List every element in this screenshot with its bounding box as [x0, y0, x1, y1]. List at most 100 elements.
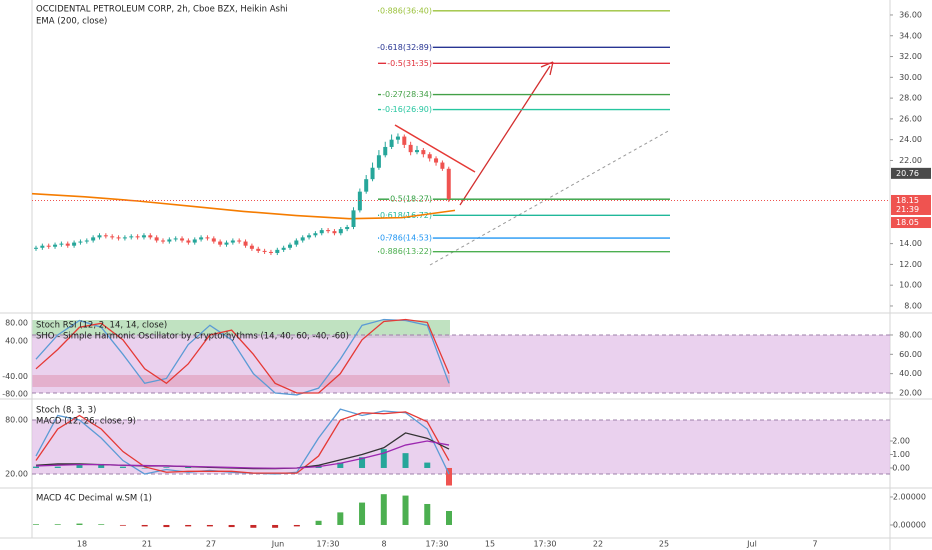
- candle-body: [148, 235, 153, 238]
- fib-label: 0.786(14.53): [380, 234, 432, 243]
- price-badge-label: 20.76: [896, 169, 919, 178]
- tick-label: 60.00: [899, 350, 922, 359]
- candle-body: [167, 239, 172, 242]
- plot: 36.00 34.00 32.00 30.00 28.00 26.00 24.00 22.00…: [2, 5, 931, 549]
- candle-body: [326, 230, 331, 232]
- tick-label: 80.00: [5, 319, 28, 328]
- tick-label: 2.00000: [893, 492, 926, 501]
- candle-body: [427, 154, 432, 159]
- candle-body: [351, 210, 356, 227]
- candle-body: [40, 245, 45, 248]
- histogram-bar: [98, 524, 105, 525]
- candle-body: [65, 243, 70, 246]
- histogram-bar: [54, 466, 61, 468]
- histogram-bar: [141, 524, 148, 527]
- fib-label: -0.5(31.35): [387, 59, 432, 68]
- fib-label: 0.886(36.40): [380, 6, 432, 15]
- candle-body: [249, 245, 254, 249]
- legend-entry: MACD (12, 26, close, 9): [36, 417, 136, 427]
- candle-body: [370, 167, 375, 180]
- candle-body: [211, 238, 216, 242]
- candle-body: [192, 239, 197, 243]
- histogram-bar: [163, 467, 170, 468]
- histogram-bar: [33, 466, 39, 468]
- x-tick-label: 7: [812, 540, 817, 549]
- histogram-bar: [424, 503, 431, 525]
- candle-body: [173, 238, 178, 240]
- candle-body: [440, 162, 445, 169]
- tick-label: 14.00: [899, 239, 922, 248]
- histogram-bar: [163, 524, 170, 528]
- tick-label: 8.00: [904, 301, 922, 310]
- indicator-line: [35, 318, 450, 394]
- histogram-bar: [380, 494, 387, 525]
- price-badge: [891, 194, 931, 215]
- tick-label: 10.00: [899, 281, 922, 290]
- x-tick-label: 22: [593, 540, 603, 549]
- tick-label: 80.00: [899, 330, 922, 339]
- legend-entry: EMA (200, close): [36, 17, 107, 27]
- histogram-bar: [206, 524, 213, 527]
- candle-body: [313, 233, 318, 236]
- x-tick-label: Jul: [746, 540, 757, 549]
- x-tick-label: 27: [206, 540, 216, 549]
- tick-label: 32.00: [899, 52, 922, 61]
- candle-body: [389, 139, 394, 147]
- band: [32, 419, 890, 475]
- candle-body: [332, 231, 337, 234]
- tick-label: 26.00: [899, 114, 922, 123]
- candle-body: [122, 237, 127, 239]
- histogram-bar: [359, 502, 366, 525]
- candle-body: [84, 240, 89, 242]
- candle-body: [224, 242, 229, 245]
- candle-body: [338, 229, 343, 234]
- tick-label: -40.00: [2, 372, 28, 381]
- x-tick-label: Jun: [271, 540, 285, 549]
- tick-label: 20.00: [5, 470, 28, 479]
- candle-body: [243, 241, 248, 246]
- candle-body: [402, 136, 407, 145]
- indicator-line: [35, 411, 450, 474]
- dashed-trend-line: [429, 129, 671, 266]
- histogram-bar: [272, 524, 279, 528]
- x-tick-label: 15: [485, 540, 495, 549]
- histogram-bar: [119, 524, 126, 526]
- candle-body: [281, 247, 286, 250]
- histogram-bar: [315, 520, 322, 525]
- candle-body: [135, 236, 140, 238]
- fib-label: -0.618(32.89): [377, 43, 432, 52]
- candle-body: [288, 244, 292, 248]
- candle-body: [307, 235, 312, 238]
- candle-body: [141, 235, 146, 238]
- candle-body: [59, 243, 64, 245]
- band: [32, 334, 890, 393]
- tick-label: 20.00: [899, 388, 922, 397]
- candle-body: [345, 226, 350, 230]
- x-tick-label: 17:30: [316, 540, 339, 549]
- candle-body: [230, 240, 235, 243]
- legend-entry: SHO - Simple Harmonic Oscillator by Cryp…: [36, 332, 349, 342]
- legend-entry: MACD 4C Decimal w.SM (1): [36, 494, 152, 504]
- candle-body: [262, 250, 267, 252]
- tick-label: 2.00: [892, 437, 910, 446]
- tick-label: -80.00: [2, 390, 28, 399]
- candle-body: [383, 146, 388, 156]
- tick-label: 36.00: [899, 10, 922, 19]
- candle-body: [408, 144, 413, 153]
- histogram-bar: [359, 457, 366, 468]
- ema-line: [31, 192, 456, 220]
- countdown: 21:39: [896, 205, 919, 214]
- tick-label: 24.00: [899, 135, 922, 144]
- tick-label: 40.00: [5, 336, 28, 345]
- tick-label: 28.00: [899, 94, 922, 103]
- candle-body: [46, 245, 51, 247]
- histogram-bar: [380, 449, 387, 468]
- price-badge-label: 18.15: [896, 196, 919, 205]
- histogram-bar: [33, 524, 39, 525]
- histogram-bar: [424, 462, 431, 468]
- candle-body: [91, 237, 96, 241]
- x-tick-label: 17:30: [533, 540, 556, 549]
- x-tick-label: 8: [381, 540, 386, 549]
- candle-body: [218, 241, 223, 245]
